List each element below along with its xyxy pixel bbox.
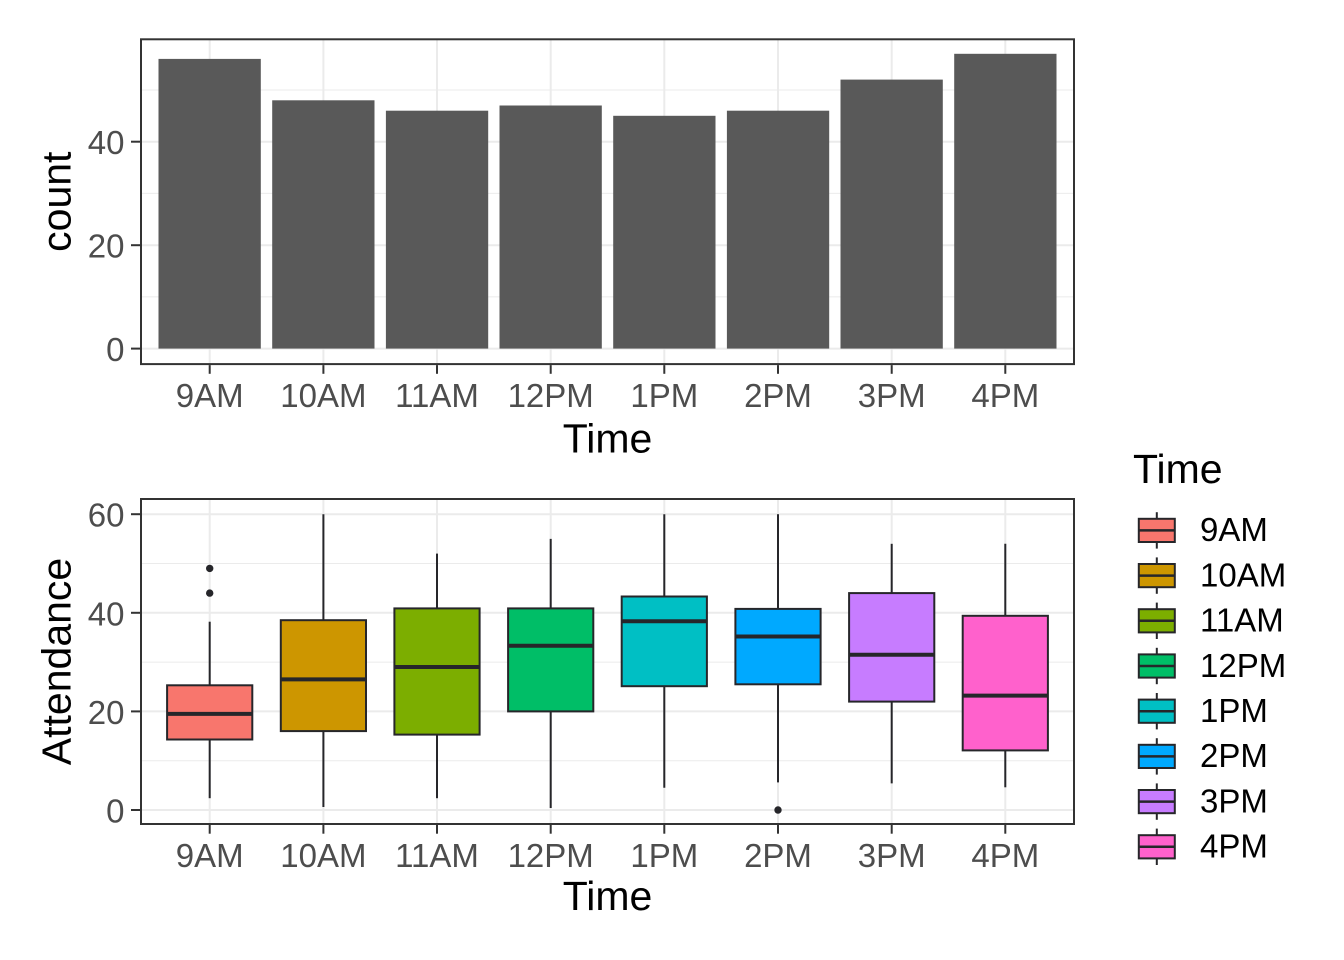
svg-text:2PM: 2PM: [744, 837, 812, 874]
svg-text:3PM: 3PM: [858, 377, 926, 414]
svg-text:9AM: 9AM: [176, 377, 244, 414]
svg-text:2PM: 2PM: [1200, 737, 1268, 774]
svg-text:20: 20: [88, 694, 125, 731]
svg-text:9AM: 9AM: [1200, 511, 1268, 548]
svg-text:12PM: 12PM: [508, 837, 594, 874]
svg-text:10AM: 10AM: [1200, 556, 1286, 593]
svg-text:3PM: 3PM: [858, 837, 926, 874]
svg-text:Time: Time: [1133, 446, 1223, 492]
svg-text:11AM: 11AM: [395, 377, 479, 414]
svg-text:40: 40: [88, 595, 125, 632]
svg-text:Attendance: Attendance: [34, 558, 80, 765]
svg-text:count: count: [34, 151, 80, 252]
svg-text:12PM: 12PM: [508, 377, 594, 414]
svg-text:10AM: 10AM: [280, 837, 366, 874]
svg-text:1PM: 1PM: [630, 377, 698, 414]
svg-text:60: 60: [88, 497, 125, 534]
svg-text:Time: Time: [563, 416, 653, 462]
svg-text:12PM: 12PM: [1200, 647, 1286, 684]
svg-text:4PM: 4PM: [1200, 828, 1268, 865]
svg-text:4PM: 4PM: [971, 377, 1039, 414]
svg-text:0: 0: [106, 793, 124, 830]
svg-text:9AM: 9AM: [176, 837, 244, 874]
svg-text:2PM: 2PM: [744, 377, 812, 414]
svg-text:11AM: 11AM: [395, 837, 479, 874]
svg-text:1PM: 1PM: [1200, 692, 1268, 729]
svg-text:3PM: 3PM: [1200, 782, 1268, 819]
svg-text:11AM: 11AM: [1200, 602, 1284, 639]
svg-text:4PM: 4PM: [971, 837, 1039, 874]
svg-text:Time: Time: [563, 873, 653, 919]
svg-text:1PM: 1PM: [630, 837, 698, 874]
svg-text:40: 40: [88, 124, 125, 161]
svg-text:10AM: 10AM: [280, 377, 366, 414]
svg-text:20: 20: [88, 228, 125, 265]
svg-text:0: 0: [106, 331, 124, 368]
